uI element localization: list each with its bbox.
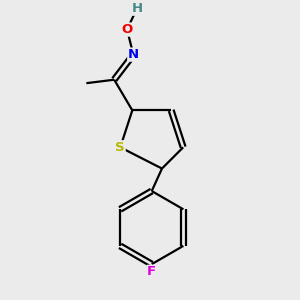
Text: N: N: [128, 48, 139, 61]
Text: O: O: [122, 23, 133, 36]
Text: S: S: [116, 141, 125, 154]
Text: F: F: [147, 265, 156, 278]
Text: H: H: [131, 2, 142, 15]
